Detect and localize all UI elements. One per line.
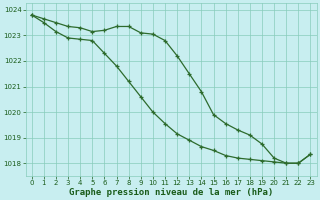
X-axis label: Graphe pression niveau de la mer (hPa): Graphe pression niveau de la mer (hPa) (69, 188, 273, 197)
